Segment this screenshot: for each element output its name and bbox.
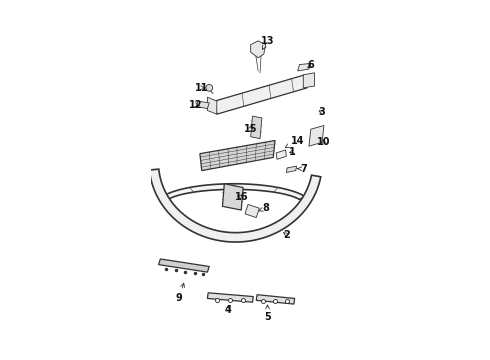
Text: 4: 4 (225, 305, 231, 315)
Text: 8: 8 (259, 203, 269, 213)
Polygon shape (245, 204, 259, 217)
Polygon shape (149, 169, 321, 242)
Text: 14: 14 (285, 135, 304, 148)
Text: 12: 12 (189, 100, 203, 110)
Text: 11: 11 (195, 83, 209, 93)
Circle shape (206, 85, 213, 91)
Text: 5: 5 (264, 305, 271, 322)
Polygon shape (309, 126, 324, 146)
Polygon shape (251, 41, 266, 58)
Text: 7: 7 (297, 164, 307, 174)
Polygon shape (158, 259, 209, 272)
Text: 3: 3 (318, 107, 325, 117)
Text: 13: 13 (261, 36, 274, 49)
Polygon shape (161, 184, 306, 199)
Polygon shape (207, 293, 253, 302)
Polygon shape (207, 97, 217, 114)
Text: 15: 15 (244, 124, 257, 134)
Polygon shape (251, 116, 262, 139)
Text: 2: 2 (283, 230, 290, 239)
Text: 6: 6 (307, 60, 314, 70)
Text: 16: 16 (235, 192, 248, 202)
Polygon shape (297, 63, 311, 71)
Text: 10: 10 (317, 138, 331, 147)
Polygon shape (303, 73, 315, 88)
Polygon shape (256, 295, 294, 304)
Polygon shape (276, 150, 286, 159)
Polygon shape (215, 75, 307, 114)
Polygon shape (196, 101, 209, 109)
Text: 1: 1 (289, 147, 295, 157)
Polygon shape (222, 184, 243, 210)
Polygon shape (286, 166, 296, 172)
Text: 9: 9 (176, 283, 185, 303)
Polygon shape (200, 140, 275, 171)
